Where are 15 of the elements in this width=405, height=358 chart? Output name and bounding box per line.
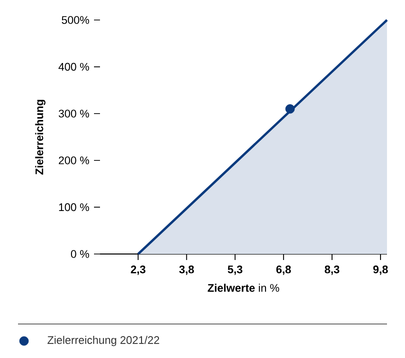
x-tick-label: 9,8 [373, 266, 388, 275]
y-tick-label: 0 % [70, 250, 90, 258]
y-tick-label: 500% [62, 16, 90, 24]
legend-label: Zielerreichung 2021/22 [48, 336, 160, 346]
x-tick-label: 2,3 [130, 266, 146, 275]
y-axis-title: Zielerreichung [35, 100, 46, 175]
x-tick-label: 8,3 [324, 266, 340, 275]
x-tick-label: 5,3 [228, 266, 242, 275]
y-tick-label: 300 % [58, 110, 90, 118]
x-tick-label: 6,8 [276, 266, 291, 275]
y-tick-label: 200 % [58, 156, 90, 164]
x-tick-label: 3,8 [179, 266, 194, 275]
y-tick-label: 400 % [58, 62, 90, 71]
x-axis-title: Zielwerte in % [208, 284, 280, 292]
y-tick-label: 100 % [59, 203, 90, 212]
